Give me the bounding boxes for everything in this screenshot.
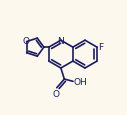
Text: F: F xyxy=(98,43,103,52)
Text: N: N xyxy=(58,36,64,45)
Text: O: O xyxy=(52,89,59,98)
Text: OH: OH xyxy=(73,77,87,86)
Text: O: O xyxy=(23,37,30,46)
